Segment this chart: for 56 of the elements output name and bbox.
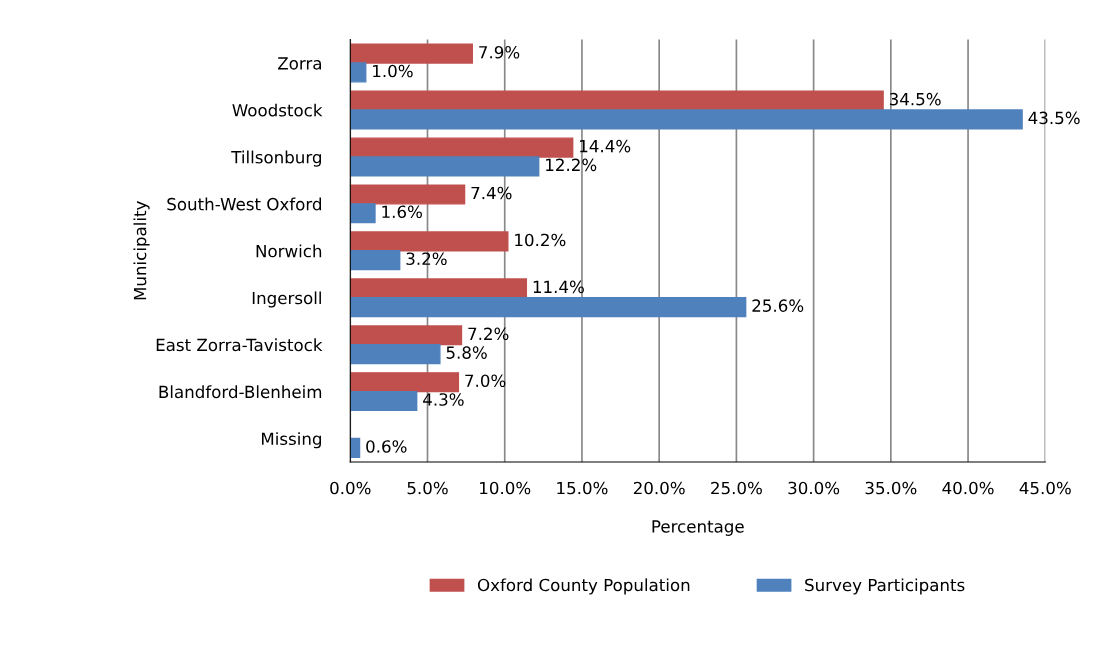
y-tick-label: Blandford-Blenheim	[159, 385, 322, 399]
x-tick-label: 15.0%	[557, 481, 608, 495]
x-tick-label: 25.0%	[711, 481, 762, 495]
y-tick-label: East Zorra-Tavistock	[156, 338, 323, 352]
data-label: 5.8%	[446, 346, 487, 359]
bar	[350, 390, 418, 412]
bar	[350, 203, 376, 224]
bar	[350, 437, 361, 459]
x-tick-label: 0.0%	[330, 481, 371, 495]
x-tick-label: 5.0%	[407, 481, 448, 495]
y-tick-label: Woodstock	[232, 103, 323, 117]
bar	[350, 137, 574, 158]
data-label: 7.2%	[468, 327, 509, 341]
y-tick-label: Tillsonburg	[231, 150, 321, 167]
y-tick-label: Zorra	[278, 57, 321, 70]
bar	[350, 297, 747, 318]
data-label: 0.6%	[366, 440, 407, 453]
data-label: 10.2%	[515, 233, 566, 247]
data-label: 4.3%	[423, 393, 464, 406]
bar	[350, 43, 473, 64]
data-label: 34.5%	[889, 92, 941, 106]
y-tick-label: Ingersoll	[252, 291, 321, 308]
bar	[350, 109, 1023, 130]
y-tick-label: South-West Oxford	[167, 197, 321, 211]
bar	[350, 156, 540, 177]
data-label: 1.0%	[373, 64, 413, 78]
x-tick-label: 10.0%	[480, 481, 531, 495]
y-tick-label: Missing	[261, 432, 321, 449]
y-axis-title: Municipality	[133, 201, 150, 300]
x-tick-label: 45.0%	[1019, 481, 1071, 495]
data-label: 14.4%	[580, 139, 631, 153]
y-tick-label: Norwich	[256, 244, 322, 258]
bar	[350, 325, 463, 346]
legend-label: Survey Participants	[805, 578, 965, 595]
bar	[350, 184, 466, 205]
x-tick-label: 30.0%	[788, 481, 840, 495]
data-label: 1.6%	[382, 205, 422, 219]
legend-label: Oxford County Population	[477, 578, 690, 595]
data-label: 7.9%	[479, 45, 520, 59]
data-label: 12.2%	[546, 158, 597, 172]
bar	[350, 231, 509, 252]
x-tick-label: 35.0%	[865, 481, 917, 495]
data-label: 7.4%	[471, 186, 512, 200]
data-label: 7.0%	[465, 374, 506, 388]
data-label: 11.4%	[533, 280, 584, 294]
bar	[350, 278, 528, 299]
data-label: 25.6%	[752, 299, 804, 312]
x-tick-label: 40.0%	[942, 481, 994, 495]
x-axis-title: Percentage	[652, 520, 744, 536]
bar	[350, 62, 367, 83]
bar	[350, 343, 441, 365]
data-label: 43.5%	[1028, 111, 1080, 125]
data-label: 3.2%	[406, 252, 447, 266]
x-tick-label: 20.0%	[633, 481, 685, 495]
bar	[350, 372, 460, 393]
bar	[350, 250, 401, 271]
